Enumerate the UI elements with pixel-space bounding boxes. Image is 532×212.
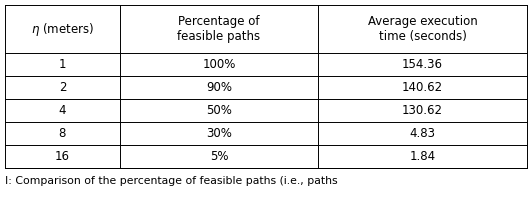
- Text: 1.84: 1.84: [410, 150, 436, 163]
- Text: $\eta$ (meters): $\eta$ (meters): [31, 21, 94, 38]
- Text: 8: 8: [59, 127, 66, 140]
- Text: 30%: 30%: [206, 127, 232, 140]
- Text: 100%: 100%: [202, 58, 236, 71]
- Text: 4.83: 4.83: [410, 127, 436, 140]
- Text: 16: 16: [55, 150, 70, 163]
- Text: 4: 4: [59, 104, 66, 117]
- Text: Average execution
time (seconds): Average execution time (seconds): [368, 15, 478, 43]
- Text: 1: 1: [59, 58, 66, 71]
- Text: 5%: 5%: [210, 150, 228, 163]
- Text: 130.62: 130.62: [402, 104, 443, 117]
- Text: Percentage of
feasible paths: Percentage of feasible paths: [178, 15, 261, 43]
- Text: 2: 2: [59, 81, 66, 94]
- Text: 90%: 90%: [206, 81, 232, 94]
- Text: I: Comparison of the percentage of feasible paths (i.e., paths: I: Comparison of the percentage of feasi…: [5, 176, 338, 186]
- Text: 140.62: 140.62: [402, 81, 443, 94]
- Text: 154.36: 154.36: [402, 58, 443, 71]
- Text: 50%: 50%: [206, 104, 232, 117]
